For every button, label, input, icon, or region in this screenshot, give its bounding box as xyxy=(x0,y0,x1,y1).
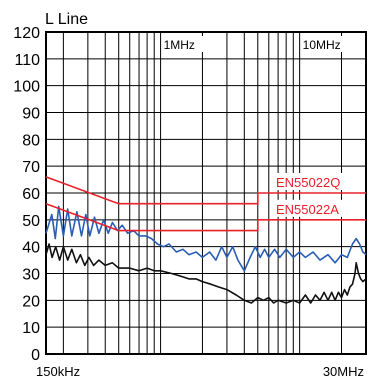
top-label-bg xyxy=(161,36,204,52)
limit-label: EN55022Q xyxy=(276,175,340,190)
axes: 0 10 20 30 40 50 60 70 80 90 100 110 120 1MHz 10MHz 150… xyxy=(13,25,367,379)
limit-label-bg xyxy=(271,173,359,190)
y-tick-label: 100 xyxy=(13,79,40,96)
chart-title: L Line xyxy=(45,11,88,28)
limit-label: EN55022A xyxy=(276,202,339,217)
plot-area: EN55022Q EN55022A xyxy=(45,173,367,304)
limit-line-en55022a xyxy=(45,202,366,232)
measured-peak-line xyxy=(45,205,367,272)
limit-line-en55022q xyxy=(45,176,366,205)
limit-label-bg xyxy=(271,199,359,217)
y-tick-label: 80 xyxy=(22,132,40,149)
y-tick-label: 10 xyxy=(22,320,40,337)
y-tick-label: 60 xyxy=(22,186,40,203)
y-tick-label: 120 xyxy=(13,25,40,42)
top-frequency-label: 10MHz xyxy=(303,38,341,52)
y-tick-label: 50 xyxy=(22,213,40,230)
measured-average-line xyxy=(45,243,367,304)
top-frequency-label: 1MHz xyxy=(164,38,195,52)
y-tick-label: 0 xyxy=(31,347,40,364)
y-tick-label: 110 xyxy=(14,52,40,69)
y-tick-label: 20 xyxy=(22,293,40,310)
y-tick-label: 30 xyxy=(22,267,40,284)
top-label-bg xyxy=(300,36,343,52)
y-tick-label: 70 xyxy=(22,159,40,176)
y-tick-label: 40 xyxy=(22,240,40,257)
y-tick-label: 90 xyxy=(22,106,40,123)
x-tick-label: 30MHz xyxy=(323,364,364,379)
x-tick-label: 150kHz xyxy=(36,364,80,379)
